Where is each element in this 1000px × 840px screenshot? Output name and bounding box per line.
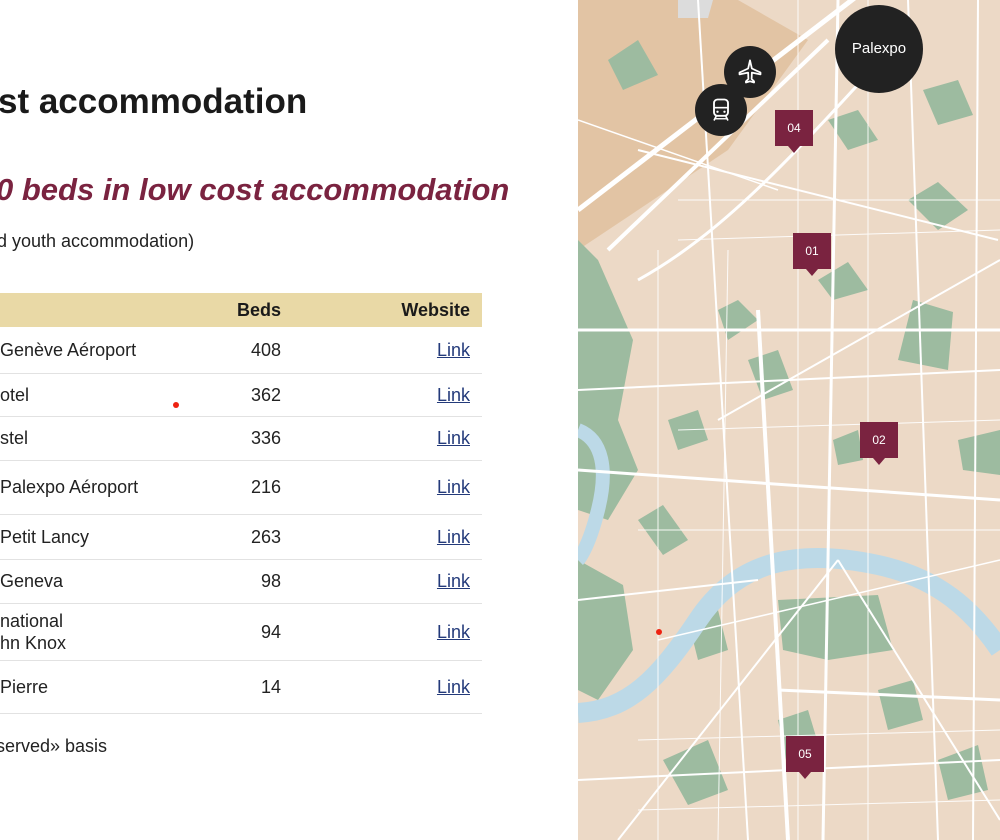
- table-row: Geneva 98 Link: [0, 559, 482, 603]
- table-row: Genève Aéroport 408 Link: [0, 327, 482, 373]
- website-link[interactable]: Link: [436, 676, 470, 697]
- website-link[interactable]: Link: [436, 477, 470, 497]
- bed-count: 263: [250, 526, 281, 547]
- pin-label: 02: [860, 422, 898, 458]
- bed-count: 98: [260, 571, 281, 591]
- pin-label: 04: [775, 110, 813, 146]
- bed-count: 94: [260, 621, 281, 642]
- train-marker[interactable]: [695, 84, 747, 136]
- hotel-name: Pierre: [0, 676, 49, 697]
- location-pin-01[interactable]: 01: [793, 233, 831, 276]
- cursor-dot: [656, 629, 662, 635]
- pin-tip: [788, 146, 800, 153]
- train-icon: [713, 98, 729, 121]
- hotel-name: stel: [0, 428, 29, 448]
- page-heading: st accommodation: [0, 82, 308, 121]
- bed-count: 362: [250, 384, 281, 405]
- website-link[interactable]: Link: [436, 571, 470, 591]
- location-pin-02[interactable]: 02: [860, 422, 898, 465]
- table-row: Palexpo Aéroport 216 Link: [0, 460, 482, 514]
- page-subheading: 0 beds in low cost accommodation: [0, 172, 510, 207]
- table-row: Pierre 14 Link: [0, 660, 482, 713]
- footer-note: served» basis: [0, 736, 108, 756]
- column-header-name: [0, 293, 200, 327]
- hotel-name: otel: [0, 384, 30, 405]
- pin-tip: [873, 458, 885, 465]
- accommodation-panel: st accommodation 0 beds in low cost acco…: [0, 82, 510, 756]
- bed-count: 408: [250, 339, 281, 360]
- website-link[interactable]: Link: [436, 621, 470, 642]
- website-link[interactable]: Link: [436, 339, 470, 360]
- table-row: otel 362 Link: [0, 373, 482, 416]
- location-pin-05[interactable]: 05: [786, 736, 824, 779]
- website-link[interactable]: Link: [436, 428, 470, 448]
- palexpo-marker[interactable]: Palexpo: [835, 5, 923, 93]
- website-link[interactable]: Link: [436, 384, 470, 405]
- cursor-dot: [173, 402, 179, 408]
- table-row: stel 336 Link: [0, 416, 482, 460]
- pin-tip: [806, 269, 818, 276]
- column-header-website: Website: [401, 299, 470, 320]
- pin-label: 01: [793, 233, 831, 269]
- website-link[interactable]: Link: [436, 526, 470, 547]
- note-text: d youth accommodation): [0, 231, 195, 251]
- hotel-name: Petit Lancy: [0, 526, 90, 547]
- hotel-name: national hn Knox: [0, 610, 67, 653]
- pin-label: 05: [786, 736, 824, 772]
- table-row: national hn Knox 94 Link: [0, 603, 482, 660]
- table-header-row: Beds Website: [0, 293, 482, 327]
- hotel-name: Genève Aéroport: [0, 339, 137, 360]
- airplane-icon: [738, 59, 762, 84]
- table-row: Petit Lancy 263 Link: [0, 514, 482, 559]
- accommodation-table: Beds Website Genève Aéroport 408 Link ot…: [0, 293, 482, 714]
- column-header-beds: Beds: [236, 299, 281, 320]
- hotel-name: Geneva: [0, 571, 64, 591]
- city-map[interactable]: 04 01 02 05 Palexpo: [578, 0, 1000, 840]
- pin-tip: [799, 772, 811, 779]
- bed-count: 14: [260, 676, 281, 697]
- bed-count: 336: [250, 428, 281, 448]
- location-pin-04[interactable]: 04: [775, 110, 813, 153]
- hotel-name: Palexpo Aéroport: [0, 477, 139, 497]
- bed-count: 216: [250, 477, 281, 497]
